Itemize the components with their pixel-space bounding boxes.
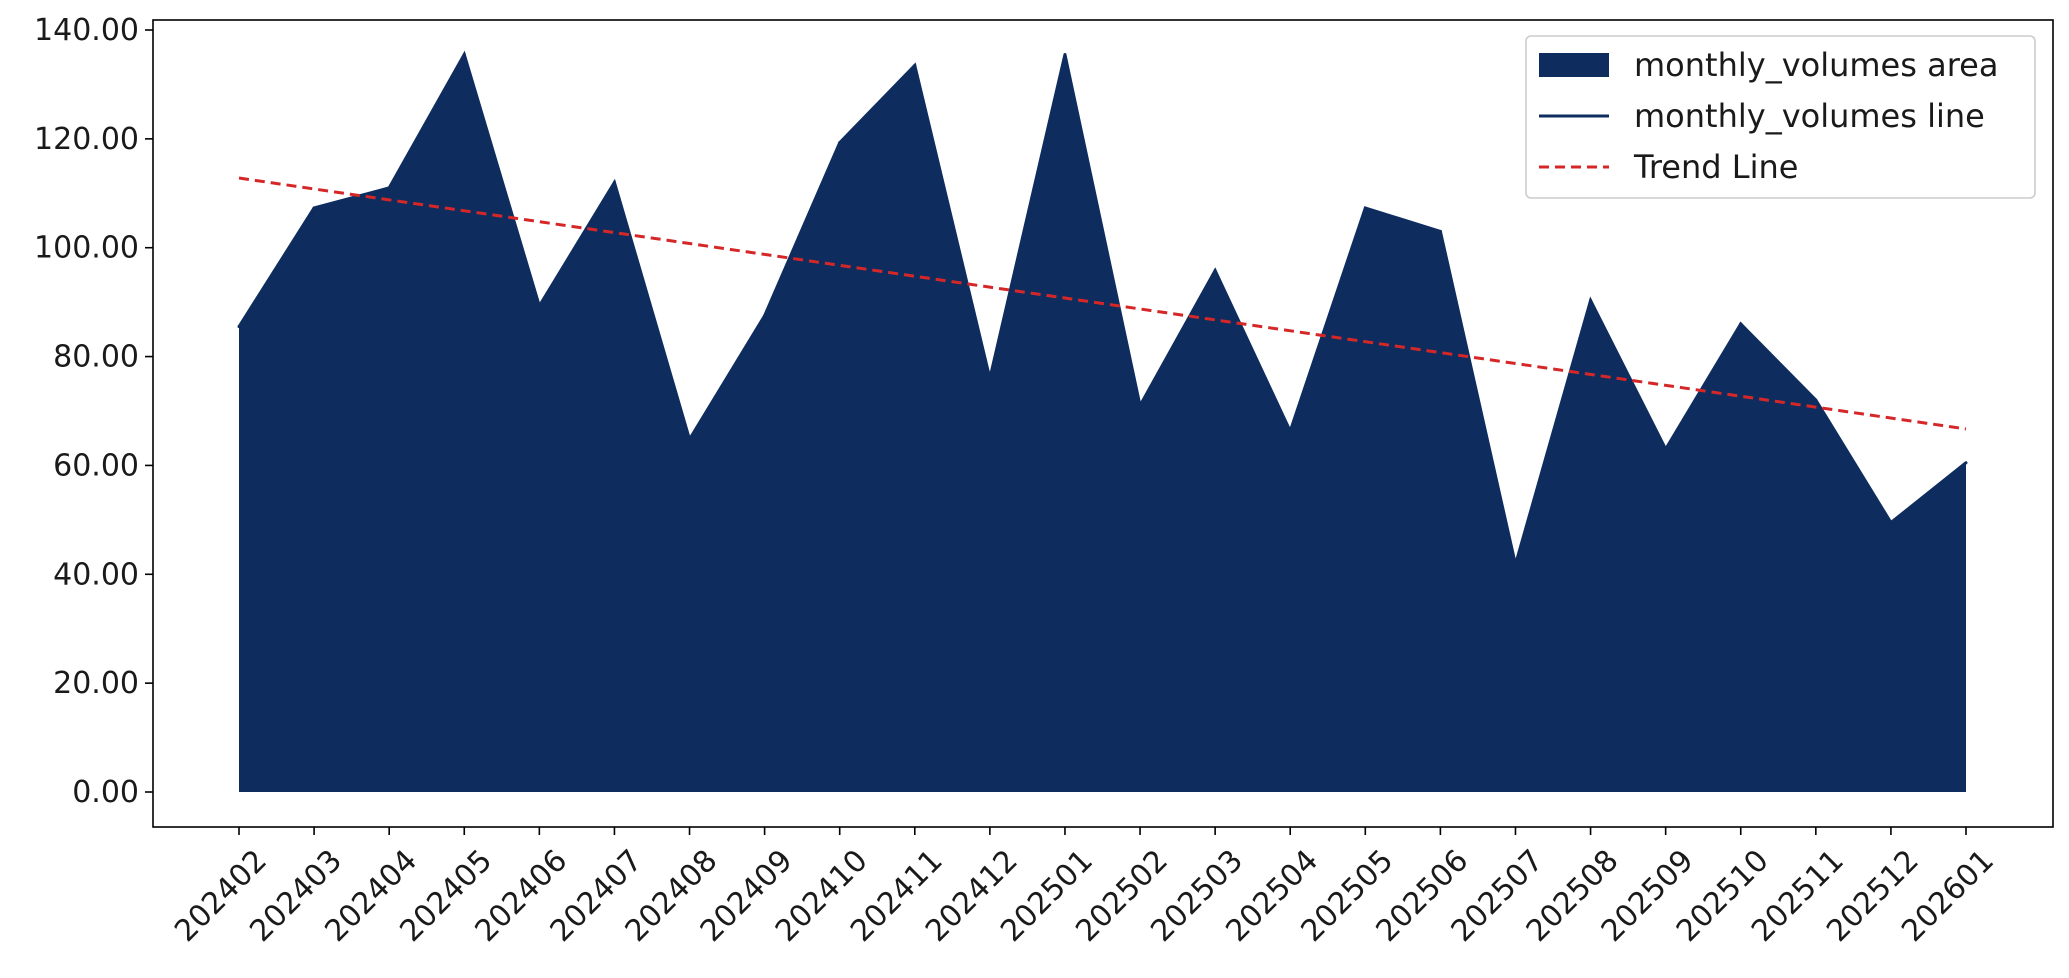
data-point xyxy=(763,314,767,318)
data-point xyxy=(1664,447,1668,451)
data-point xyxy=(688,437,692,441)
legend-swatch-area xyxy=(1539,53,1609,77)
data-point xyxy=(838,141,842,145)
y-tick-label: 100.00 xyxy=(34,231,139,266)
trend-line xyxy=(238,176,1967,431)
y-tick-label: 20.00 xyxy=(53,666,139,701)
y-tick-label: 80.00 xyxy=(53,340,139,375)
legend-label-line: monthly_volumes line xyxy=(1634,97,1985,135)
data-point xyxy=(462,52,466,56)
data-point xyxy=(1889,521,1893,525)
plot-frame xyxy=(152,19,2054,828)
area-layer xyxy=(237,50,1968,792)
y-axis: 0.00 20.00 40.00 60.00 80.00 100.00 120.00 140.… xyxy=(34,13,153,810)
data-point xyxy=(1363,206,1367,210)
data-point xyxy=(1438,229,1442,233)
data-point xyxy=(1063,52,1067,56)
data-point xyxy=(913,63,917,67)
y-tick-label: 0.00 xyxy=(72,775,139,810)
data-point xyxy=(1213,269,1217,273)
data-point xyxy=(1513,562,1517,566)
data-point xyxy=(612,180,616,184)
area-fill xyxy=(239,54,1966,792)
data-point xyxy=(1964,461,1968,465)
trend-layer xyxy=(238,176,1967,431)
legend-label-area: monthly_volumes area xyxy=(1634,46,1998,84)
y-tick-label: 120.00 xyxy=(34,122,139,157)
data-point xyxy=(1589,299,1593,303)
y-tick-label: 40.00 xyxy=(53,557,139,592)
legend-label-trend: Trend Line xyxy=(1633,148,1798,186)
data-point xyxy=(1288,429,1292,433)
legend: monthly_volumes area monthly_volumes lin… xyxy=(1525,35,2036,199)
data-point xyxy=(312,206,316,210)
data-point xyxy=(1814,398,1818,402)
data-point xyxy=(537,304,541,308)
series-line xyxy=(237,50,1967,565)
y-tick-label: 60.00 xyxy=(53,448,139,483)
data-point xyxy=(988,376,992,380)
legend-frame xyxy=(1525,35,2036,199)
y-tick-label: 140.00 xyxy=(34,13,139,48)
data-point xyxy=(1739,322,1743,326)
data-point xyxy=(1138,404,1142,408)
data-point xyxy=(237,325,241,329)
data-point xyxy=(387,186,391,190)
